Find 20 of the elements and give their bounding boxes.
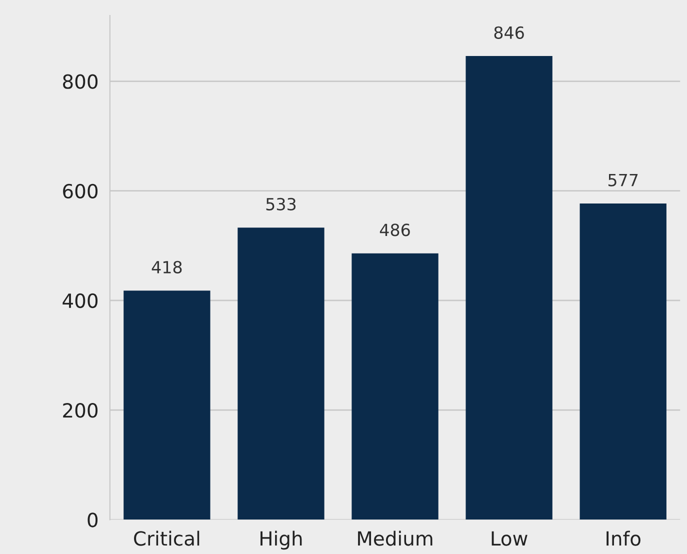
y-tick-label: 800: [63, 74, 98, 89]
x-tick-label: Low: [492, 531, 528, 546]
x-tick-label: Medium: [358, 530, 432, 546]
data-label: 577: [608, 174, 638, 186]
bar: [352, 253, 438, 520]
x-tick-label: High: [260, 530, 302, 550]
bar: [580, 203, 666, 520]
data-label: 533: [266, 198, 296, 210]
bar: [466, 56, 552, 520]
y-tick-label: 0: [88, 512, 98, 528]
x-tick-label: Critical: [134, 530, 200, 546]
y-tick-label: 400: [62, 293, 98, 308]
data-label: 846: [494, 26, 524, 39]
x-tick-label: Info: [606, 530, 640, 546]
data-label: 418: [152, 260, 182, 274]
data-label: 486: [380, 224, 410, 236]
bar: [238, 228, 324, 520]
y-tick-label: 600: [63, 184, 98, 199]
y-tick-label: 200: [63, 403, 98, 418]
bar: [124, 290, 210, 520]
